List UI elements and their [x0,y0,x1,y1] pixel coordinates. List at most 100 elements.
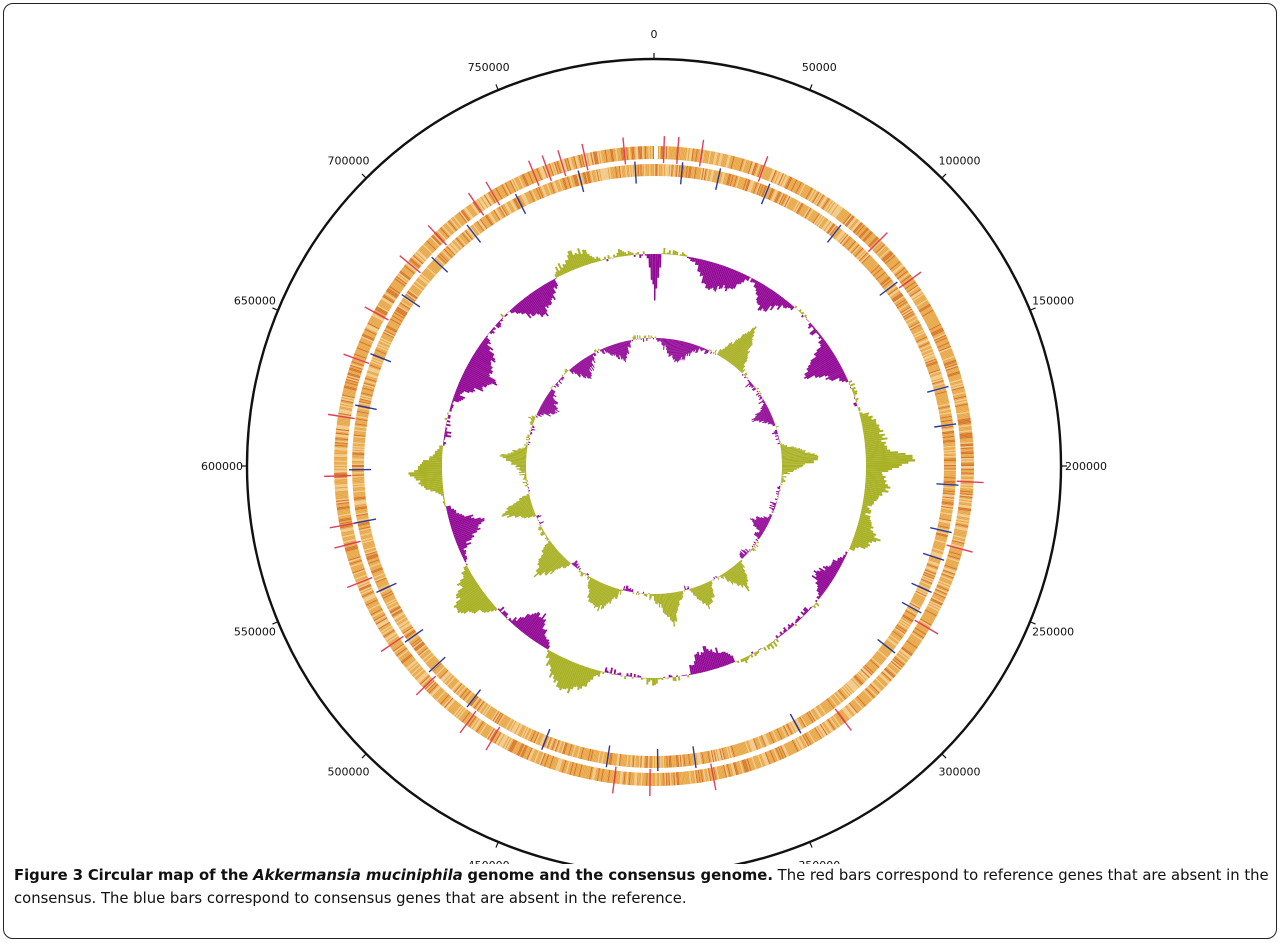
gene-feature [939,411,952,416]
gc-outer-segment [803,606,810,612]
gene-feature [908,287,921,297]
gc-inner-segment [739,365,746,372]
gc-outer-segment [776,298,786,311]
gene-feature [798,736,806,749]
gene-feature [558,179,564,191]
gene-feature [884,282,895,291]
gc-outer-segment [863,499,875,503]
gene-feature [774,748,781,761]
gc-inner-segment [723,572,730,582]
gene-feature [938,580,952,587]
gene-feature [540,734,547,747]
gene-feature [647,146,649,160]
gene-feature [724,746,730,759]
gene-feature [932,382,945,387]
gene-feature [778,745,786,759]
gene-feature [476,198,486,211]
gene-feature [941,505,954,509]
gc-inner-segment [550,389,555,394]
gene-feature [707,169,711,182]
gene-feature [355,349,369,356]
gene-feature [955,404,969,409]
gene-feature [483,725,492,738]
gene-feature [818,217,827,228]
gc-inner-segment [679,591,683,600]
red-bar [662,136,666,164]
gene-feature [409,258,420,269]
gc-inner-segment [508,500,531,508]
gc-outer-segment [532,623,546,641]
gene-feature [352,569,366,576]
gene-feature [796,182,804,195]
gene-feature [857,251,868,261]
gc-outer-segment [818,334,822,337]
gene-feature [561,759,567,773]
gene-feature [334,468,348,471]
gene-feature [431,686,442,697]
gc-outer-segment [853,402,857,405]
gene-feature [362,387,375,392]
gene-feature [867,261,877,271]
gc-inner-segment [544,536,548,540]
gene-feature [669,772,672,786]
gene-feature [437,254,447,264]
gc-outer-segment [420,478,443,483]
gene-feature [936,339,949,346]
gc-outer-segment [784,302,791,309]
gene-feature [875,652,886,662]
gc-inner-segment [781,477,783,479]
gene-feature [607,752,611,765]
gene-feature [904,642,917,651]
gc-inner-segment [530,427,532,429]
gene-feature [757,736,763,749]
gene-feature [464,230,473,241]
gc-outer-segment [447,509,457,514]
gene-feature [428,659,439,669]
gc-outer-segment [526,295,544,318]
gc-inner-segment [778,494,779,496]
gene-feature [364,377,377,383]
gene-feature [721,153,726,167]
gene-feature [490,211,498,223]
gene-feature [413,253,425,264]
gc-outer-segment [818,595,822,598]
gc-outer-segment [855,531,881,542]
gc-inner-segment [562,561,570,569]
gc-inner-segment [601,348,606,355]
gc-inner-segment [564,372,566,374]
gene-feature [763,734,769,746]
gene-feature [418,648,430,657]
gene-feature [826,200,835,213]
gc-outer-segment [626,253,629,256]
gc-outer-segment [764,645,767,647]
gene-feature [839,687,849,698]
gc-outer-segment [685,674,688,676]
gc-inner-segment [532,514,537,518]
gc-outer-segment [825,565,838,574]
gc-outer-segment [862,424,880,430]
gene-feature [446,676,456,687]
gc-outer-segment [797,309,799,311]
gc-outer-segment [668,250,671,255]
gc-inner-segment [624,341,628,354]
gene-feature [419,675,431,686]
gene-feature [474,200,484,212]
gene-feature [390,283,402,292]
gene-feature [816,215,825,227]
gc-outer-segment [704,261,713,285]
gene-feature [943,475,956,478]
gene-feature [915,299,928,307]
gene-feature [943,480,956,483]
gene-feature [378,302,391,311]
gc-inner-segment [602,586,612,609]
gene-feature [451,703,461,715]
gene-feature [857,671,868,681]
gene-feature [913,593,926,601]
gene-feature [408,259,420,270]
gene-feature [874,243,885,254]
gene-feature [879,673,891,684]
gc-outer-segment [778,635,781,638]
gc-inner-segment [582,359,590,370]
gc-outer-segment [855,397,859,401]
gene-feature [355,507,368,511]
